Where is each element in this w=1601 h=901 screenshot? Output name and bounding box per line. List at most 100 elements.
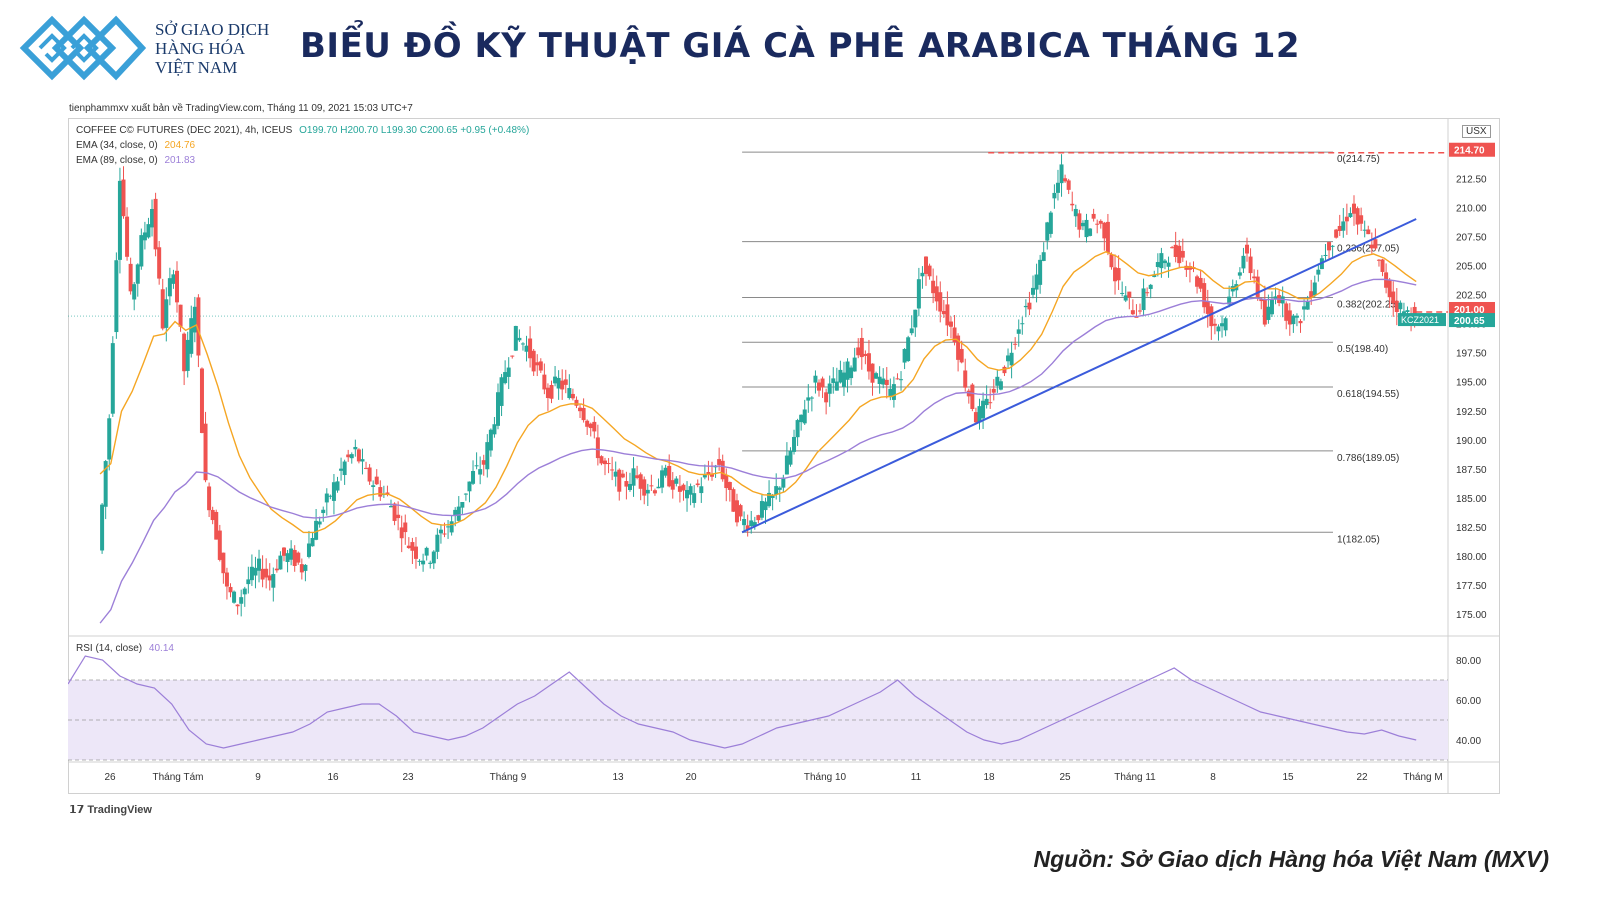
candle-body [556, 377, 561, 389]
fib-level-label: 0.786(189.05) [1337, 453, 1399, 464]
candle-body [635, 475, 640, 478]
candle-body [1337, 225, 1342, 231]
candle-body [228, 586, 233, 593]
candle-body [874, 373, 879, 379]
candle-body [114, 260, 119, 333]
trading-chart[interactable]: 175.00 177.50 180.00 182.50 185.00 187.50 190.… [68, 118, 1500, 794]
candle-body [934, 286, 939, 302]
candle-body [146, 224, 151, 238]
candle-body [178, 304, 183, 327]
candle-body [952, 327, 957, 343]
candle-body [406, 545, 411, 549]
candle-body [1359, 215, 1364, 224]
candle-body [727, 482, 732, 490]
candle-body [827, 383, 832, 394]
candle-body [613, 471, 618, 477]
candle-body [1180, 250, 1185, 258]
candle-body [321, 509, 326, 514]
candle-body [1352, 203, 1356, 214]
x-tick-label: 8 [1210, 772, 1216, 783]
candle-body [770, 494, 775, 498]
candle-body [403, 522, 408, 533]
candle-body [128, 263, 133, 292]
candle-body [496, 392, 500, 426]
org-line-3: VIỆT NAM [155, 58, 238, 77]
candle-body [492, 424, 497, 435]
org-line-2: HÀNG HÓA [155, 39, 246, 58]
price-tag-bg [1449, 142, 1495, 157]
candle-body [1305, 301, 1310, 310]
candle-body [474, 465, 479, 467]
chart-canvas[interactable]: 175.00 177.50 180.00 182.50 185.00 187.50 190.… [68, 118, 1500, 794]
candle-body [702, 474, 707, 478]
candle-body [620, 473, 625, 478]
candle-body [1209, 306, 1214, 327]
currency-badge[interactable]: USX [1462, 125, 1491, 138]
candle-body [563, 379, 568, 385]
candle-body [1102, 222, 1107, 239]
candle-body [449, 521, 454, 533]
candle-body [274, 568, 279, 571]
candle-body [838, 369, 843, 383]
candle-body [260, 568, 265, 580]
candle-body [1088, 228, 1093, 236]
ema34-line [99, 251, 1417, 534]
candle-body [1287, 310, 1292, 325]
rsi-legend: RSI (14, close) 40.14 [76, 643, 174, 654]
candle-body [913, 309, 918, 328]
candle-body [1031, 287, 1035, 295]
candle-body [991, 388, 996, 393]
candle-body [817, 382, 821, 391]
candle-body [631, 468, 636, 486]
ema89-label: EMA (89, close, 0) [76, 155, 158, 166]
candle-body [799, 414, 804, 423]
candle-body [567, 388, 572, 398]
candle-body [1113, 267, 1118, 282]
candle-body [895, 378, 900, 380]
candle-body [1016, 329, 1021, 334]
candle-body [121, 179, 126, 217]
candle-body [578, 407, 583, 412]
candle-body [1223, 318, 1228, 331]
candle-body [1387, 279, 1392, 298]
candle-body [1262, 299, 1267, 325]
candle-body [1034, 274, 1039, 290]
candle-body [977, 406, 982, 423]
candle-body [542, 374, 547, 390]
y-tick-label: 185.00 [1456, 494, 1487, 505]
candle-body [585, 420, 590, 427]
x-tick-label: 22 [1356, 772, 1368, 783]
candle-body [863, 353, 868, 356]
y-tick-label: 180.00 [1456, 552, 1487, 563]
candle-body [677, 486, 682, 492]
candle-body [410, 542, 415, 551]
candle-body [645, 489, 650, 494]
candle-body [553, 376, 558, 384]
candle-body [1366, 229, 1371, 235]
candle-body [924, 256, 928, 274]
candle-body [1284, 303, 1289, 321]
candle-body [328, 495, 333, 497]
candle-body [866, 353, 871, 372]
candle-body [1095, 223, 1100, 225]
x-tick-label: 13 [612, 772, 624, 783]
y-tick-label: 197.50 [1456, 349, 1487, 360]
ema34-label: EMA (34, close, 0) [76, 140, 158, 151]
candle-body [1038, 259, 1043, 285]
y-tick-label: 175.00 [1456, 610, 1487, 621]
candle-body [306, 543, 311, 557]
candle-body [1205, 301, 1210, 314]
candle-body [624, 481, 629, 487]
tradingview-label: TradingView [87, 804, 152, 816]
candle-body [282, 547, 286, 556]
candle-body [1394, 300, 1399, 313]
candle-body [524, 345, 529, 352]
candle-body [199, 368, 204, 433]
candle-body [1391, 291, 1396, 304]
candle-body [353, 446, 358, 450]
candle-body [660, 470, 665, 488]
candle-body [1220, 323, 1225, 327]
candle-body [1227, 296, 1232, 305]
candle-body [1091, 213, 1096, 219]
candle-body [510, 355, 515, 357]
